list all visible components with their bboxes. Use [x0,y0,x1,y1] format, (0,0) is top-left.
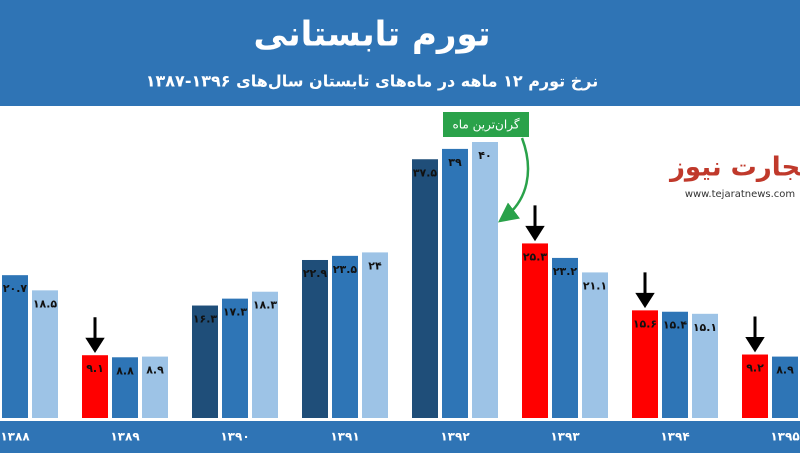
value-label: ۳۹ [448,156,462,169]
highlight-arrow [745,316,765,353]
value-label: ۱۸.۳ [253,299,278,312]
bar [472,142,498,418]
bar [2,275,28,418]
annotation-box [443,112,529,137]
value-label: ۲۳.۵ [333,263,358,276]
value-label: ۹.۱ [86,362,104,375]
value-label: ۹.۲ [746,362,764,375]
bar [32,290,58,418]
bar [302,259,328,418]
bar [742,354,768,418]
value-label: ۱۵.۶ [633,317,657,330]
chart-subtitle: نرخ تورم ۱۲ ماهه در ماه‌های تابستان سال‌… [146,72,598,91]
header [0,0,800,106]
value-label: ۸.۸ [116,364,134,377]
value-label: ۱۵.۱ [693,321,717,334]
bar [192,305,218,418]
value-label: ۲۳.۲ [553,265,578,278]
value-label: ۱۶.۳ [193,313,218,326]
bar [662,311,688,418]
x-tick-label: ۱۳۸۸ [0,430,30,444]
bar [112,357,138,418]
highlight-arrow [635,272,655,309]
value-label: ۱۵.۴ [663,319,688,332]
bar [442,148,468,418]
bar [772,356,798,418]
x-tick-label: ۱۳۸۹ [110,430,140,444]
bar [252,291,278,418]
x-tick-label: ۱۳۹۴ [660,430,689,444]
value-label: ۱۷.۳ [223,306,248,319]
bar [332,255,358,418]
bar [692,313,718,418]
bar [142,356,168,418]
chart-title: تورم تابستانی [253,15,490,55]
annotation: گران‌ترین ماه [452,118,519,133]
logo-url: www.tejaratnews.com [685,189,795,200]
x-tick-label: ۱۳۹۵ [770,430,799,444]
value-label: ۲۰.۷ [3,282,28,295]
highlight-arrow [85,317,105,354]
axis-band [0,421,800,453]
value-label: ۸.۹ [776,364,794,377]
value-label: ۱۸.۵ [33,297,58,310]
value-label: ۲۲.۹ [303,267,328,280]
bar [362,252,388,418]
bar [412,159,438,418]
bar [522,243,548,418]
logo: تجارت نیوز [668,153,800,183]
bar [222,298,248,418]
value-label: ۳۷.۵ [413,166,438,179]
highlight-arrow [525,205,545,242]
x-tick-label: ۱۳۹۰ [220,430,249,444]
value-label: ۲۱.۱ [583,279,607,292]
x-tick-label: ۱۳۹۲ [440,430,470,444]
value-label: ۲۴ [368,259,382,272]
bar [582,272,608,418]
bar [632,310,658,418]
value-label: ۴۰ [478,149,491,162]
value-label: ۸.۹ [146,364,164,377]
bar [82,355,108,418]
x-tick-label: ۱۳۹۱ [330,430,359,444]
x-tick-label: ۱۳۹۳ [550,430,580,444]
bar [552,257,578,418]
value-label: ۲۵.۳ [523,250,548,263]
annotation-arrow [498,137,530,223]
